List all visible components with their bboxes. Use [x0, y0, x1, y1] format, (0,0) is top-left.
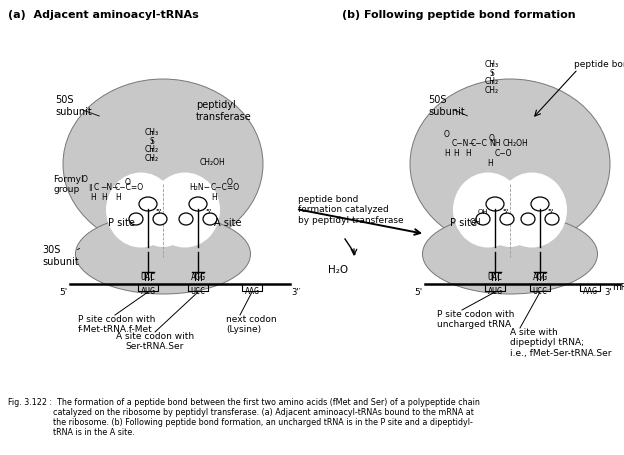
Text: AGG: AGG — [532, 273, 547, 281]
Text: CH₂: CH₂ — [145, 154, 159, 162]
Text: UAC: UAC — [487, 273, 502, 281]
Ellipse shape — [410, 80, 610, 249]
Text: NH: NH — [489, 139, 500, 148]
Text: CH₃: CH₃ — [145, 128, 159, 136]
Ellipse shape — [531, 197, 549, 212]
Ellipse shape — [422, 214, 598, 294]
Text: next codon
(Lysine): next codon (Lysine) — [226, 314, 276, 334]
Ellipse shape — [135, 187, 190, 248]
Text: CH₂: CH₂ — [485, 77, 499, 86]
Ellipse shape — [189, 197, 207, 212]
Text: C−O: C−O — [495, 149, 512, 157]
Text: UAC: UAC — [140, 273, 155, 281]
Text: C−C=O: C−C=O — [211, 182, 240, 192]
Ellipse shape — [476, 213, 490, 226]
Text: P site codon with
f-Met-tRNA.f-Met: P site codon with f-Met-tRNA.f-Met — [78, 314, 155, 334]
Ellipse shape — [106, 173, 176, 248]
Text: AAG: AAG — [245, 286, 260, 295]
Text: O: O — [125, 177, 131, 187]
Ellipse shape — [203, 213, 217, 226]
Text: C: C — [94, 182, 99, 192]
Text: peptide bond
formation catalyzed
by peptidyl transferase: peptide bond formation catalyzed by pept… — [298, 195, 404, 224]
Ellipse shape — [129, 213, 143, 226]
Text: 5': 5' — [415, 288, 423, 296]
Text: A site with
dipeptidyl tRNA;
i.e., fMet-Ser-tRNA.Ser: A site with dipeptidyl tRNA; i.e., fMet-… — [510, 327, 612, 357]
Text: tRNA is in the A site.: tRNA is in the A site. — [8, 427, 135, 436]
Ellipse shape — [76, 214, 250, 294]
Text: (b) Following peptide bond formation: (b) Following peptide bond formation — [342, 10, 575, 20]
Text: 50S
subunit: 50S subunit — [428, 95, 465, 116]
Text: C−C=O: C−C=O — [115, 182, 144, 192]
Text: OH: OH — [469, 217, 481, 227]
Text: ‖: ‖ — [88, 184, 92, 191]
Text: O: O — [81, 175, 87, 184]
Text: P site: P site — [108, 217, 135, 228]
Text: 5': 5' — [205, 208, 212, 214]
Text: −N−: −N− — [100, 182, 119, 192]
Text: catalyzed on the ribosome by peptidyl transferase. (a) Adjacent aminoacyl-tRNAs : catalyzed on the ribosome by peptidyl tr… — [8, 407, 474, 416]
Ellipse shape — [545, 213, 559, 226]
Text: 5': 5' — [502, 208, 509, 214]
Text: Fig. 3.122 :  The formation of a peptide bond between the first two amino acids : Fig. 3.122 : The formation of a peptide … — [8, 397, 480, 406]
Ellipse shape — [63, 80, 263, 249]
Text: CH₂: CH₂ — [485, 86, 499, 95]
Text: H₂O: H₂O — [328, 264, 348, 274]
Text: H: H — [101, 192, 107, 202]
Text: 30S
subunit: 30S subunit — [42, 244, 79, 266]
Text: UCC: UCC — [190, 286, 205, 295]
Text: (a)  Adjacent aminoacyl-tRNAs: (a) Adjacent aminoacyl-tRNAs — [8, 10, 199, 20]
Ellipse shape — [521, 213, 535, 226]
Ellipse shape — [139, 197, 157, 212]
Text: H: H — [115, 192, 121, 202]
Ellipse shape — [153, 213, 167, 226]
Text: H: H — [453, 149, 459, 157]
Text: H: H — [211, 192, 217, 202]
Text: O: O — [444, 130, 450, 139]
Text: H: H — [444, 149, 450, 157]
Text: Formyl
group: Formyl group — [53, 175, 84, 194]
Text: UCC: UCC — [532, 286, 547, 295]
Text: AAG: AAG — [582, 286, 598, 295]
Text: CH₂OH: CH₂OH — [200, 157, 226, 167]
Ellipse shape — [179, 213, 193, 226]
Text: the ribosome. (b) Following peptide bond formation, an uncharged tRNA is in the : the ribosome. (b) Following peptide bond… — [8, 417, 473, 426]
Text: mRNA: mRNA — [612, 283, 624, 291]
Ellipse shape — [482, 187, 537, 248]
Text: OH: OH — [477, 208, 488, 214]
Text: AUG: AUG — [140, 286, 155, 295]
Text: 5': 5' — [547, 208, 553, 214]
Text: H: H — [90, 192, 96, 202]
Text: AUG: AUG — [487, 286, 502, 295]
Text: O: O — [489, 134, 495, 143]
Text: P site: P site — [450, 217, 477, 228]
Ellipse shape — [486, 197, 504, 212]
Text: H₂N−: H₂N− — [189, 182, 210, 192]
Text: H: H — [487, 159, 493, 167]
Text: 50S
subunit: 50S subunit — [55, 95, 92, 116]
Ellipse shape — [497, 173, 567, 248]
Text: H: H — [465, 149, 471, 157]
Text: O: O — [227, 177, 233, 187]
Text: C−C: C−C — [471, 139, 488, 148]
Text: CH₃: CH₃ — [485, 60, 499, 69]
Text: CH₂OH: CH₂OH — [503, 139, 529, 148]
Text: 3': 3' — [604, 288, 612, 296]
Text: C−N−: C−N− — [452, 139, 475, 148]
Text: A site codon with
Ser-tRNA.Ser: A site codon with Ser-tRNA.Ser — [116, 331, 194, 351]
Text: 3'′: 3'′ — [291, 288, 301, 296]
Text: 5': 5' — [60, 288, 68, 296]
Text: peptide bond: peptide bond — [574, 60, 624, 69]
Ellipse shape — [150, 173, 220, 248]
Text: S: S — [150, 136, 154, 146]
Text: peptidyl
transferase: peptidyl transferase — [196, 100, 251, 121]
Text: 5': 5' — [155, 208, 161, 214]
Text: CH₂: CH₂ — [145, 145, 159, 154]
Ellipse shape — [500, 213, 514, 226]
Text: P site codon with
uncharged tRNA: P site codon with uncharged tRNA — [437, 309, 514, 329]
Text: AGG: AGG — [190, 273, 205, 281]
Ellipse shape — [453, 173, 523, 248]
Text: S: S — [490, 69, 494, 78]
Text: A site: A site — [214, 217, 241, 228]
